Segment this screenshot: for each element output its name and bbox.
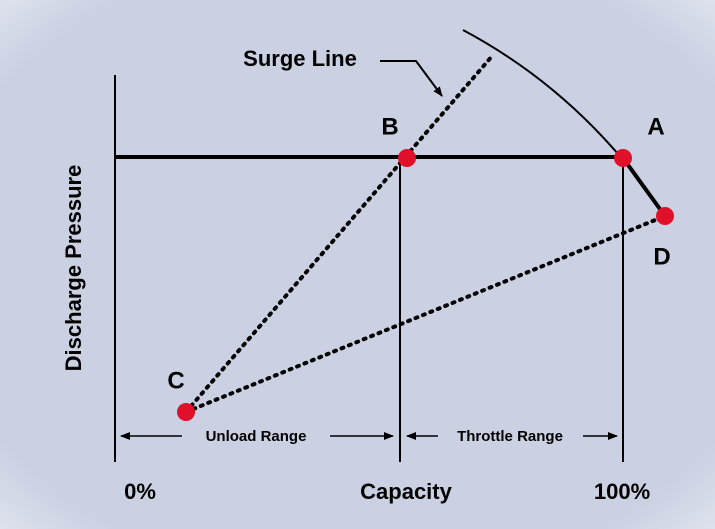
surge-line [184, 53, 495, 414]
point-c [177, 403, 195, 421]
label-d: D [653, 243, 670, 270]
throttle-range-label: Throttle Range [457, 428, 563, 445]
surge-label: Surge Line [243, 46, 357, 71]
point-b [398, 149, 416, 167]
point-d [656, 207, 674, 225]
y-axis-label: Discharge Pressure [61, 165, 86, 372]
label-c: C [167, 367, 184, 394]
x-end-label: 100% [594, 479, 650, 504]
label-b: B [381, 113, 398, 140]
unload-range-label: Unload Range [206, 428, 307, 445]
label-a: A [647, 113, 664, 140]
unload-line [184, 214, 667, 414]
x-start-label: 0% [124, 479, 156, 504]
surge-arrow [380, 60, 443, 97]
point-a [614, 149, 632, 167]
x-axis-label: Capacity [360, 479, 452, 504]
throttle-segment [621, 156, 667, 218]
